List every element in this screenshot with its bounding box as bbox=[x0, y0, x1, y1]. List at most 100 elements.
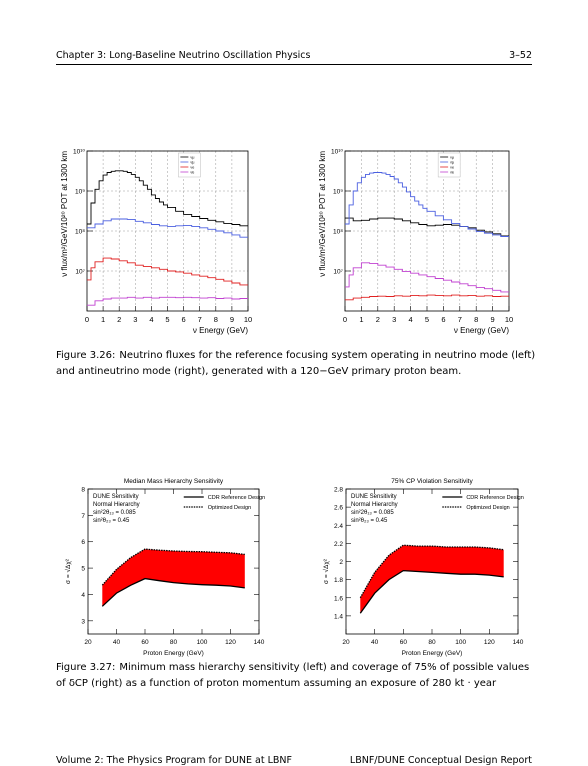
x-tick-label: 4 bbox=[409, 315, 413, 324]
y-tick-label: 10⁸ bbox=[75, 229, 85, 236]
annotation-line: Normal Hierarchy bbox=[93, 502, 140, 508]
x-tick-label: 140 bbox=[513, 639, 524, 646]
x-tick-label: 0 bbox=[343, 315, 347, 324]
x-tick-label: 9 bbox=[491, 315, 495, 324]
x-tick-label: 10 bbox=[244, 315, 252, 324]
caption-text: Neutrino fluxes for the reference focusi… bbox=[56, 350, 536, 377]
y-tick-label: 1.6 bbox=[334, 595, 343, 602]
x-tick-label: 140 bbox=[254, 639, 265, 646]
annotation-line: Normal Hierarchy bbox=[351, 502, 398, 508]
sensitivity-band bbox=[102, 549, 245, 607]
x-tick-label: 6 bbox=[441, 315, 445, 324]
annotation-line: sin²θ₂₃ = 0.45 bbox=[93, 518, 130, 524]
cdr-reference-line bbox=[101, 577, 245, 607]
y-tick-label: 2.6 bbox=[334, 505, 343, 512]
legend-label: νμ bbox=[450, 156, 454, 160]
running-header: Chapter 3: Long-Baseline Neutrino Oscill… bbox=[56, 50, 532, 64]
y-tick-label: 1.8 bbox=[334, 577, 343, 584]
y-tick-label: 6 bbox=[81, 539, 85, 546]
legend-label: ν̄e bbox=[190, 171, 194, 175]
x-tick-label: 3 bbox=[392, 315, 396, 324]
legend-label: ν̄e bbox=[450, 171, 454, 175]
series-line-2 bbox=[345, 294, 509, 301]
series-line-0 bbox=[87, 170, 248, 227]
annotation-line: DUNE Sensitivity bbox=[351, 494, 397, 500]
x-tick-label: 7 bbox=[458, 315, 462, 324]
x-tick-label: 4 bbox=[149, 315, 153, 324]
y-tick-label: 4 bbox=[81, 592, 85, 599]
x-tick-label: 2 bbox=[117, 315, 121, 324]
y-tick-label: 10⁷ bbox=[75, 269, 85, 276]
annotation-line: sin²2θ₁₃ = 0.085 bbox=[93, 510, 136, 516]
x-tick-label: 8 bbox=[214, 315, 218, 324]
series-line-0 bbox=[345, 217, 509, 237]
x-tick-label: 3 bbox=[133, 315, 137, 324]
annotation-line: sin²θ₂₃ = 0.45 bbox=[351, 518, 388, 524]
y-tick-label: 5 bbox=[81, 566, 85, 573]
series-line-3 bbox=[87, 296, 248, 306]
legend-label: ν̄μ bbox=[450, 161, 454, 165]
legend-label: Optimized Design bbox=[466, 505, 509, 511]
x-tick-label: 10 bbox=[505, 315, 513, 324]
y-tick-label: 2.8 bbox=[334, 487, 343, 494]
series-line-3 bbox=[345, 262, 509, 293]
optimized-design-line bbox=[101, 548, 245, 586]
cdr-reference-line bbox=[359, 569, 504, 614]
legend-label: CDR Reference Design bbox=[208, 495, 265, 501]
y-axis-label: ν flux/m²/GeV/10²⁰ POT at 1300 km bbox=[60, 151, 69, 277]
legend-label: ν̄μ bbox=[190, 161, 194, 165]
x-tick-label: 1 bbox=[101, 315, 105, 324]
x-tick-label: 5 bbox=[165, 315, 169, 324]
caption-label: Figure 3.26: bbox=[56, 350, 116, 361]
caption-label: Figure 3.27: bbox=[56, 662, 116, 673]
x-tick-label: 6 bbox=[182, 315, 186, 324]
y-tick-label: 8 bbox=[81, 487, 85, 494]
x-tick-label: 8 bbox=[474, 315, 478, 324]
chapter-title: Chapter 3: Long-Baseline Neutrino Oscill… bbox=[56, 50, 311, 61]
x-tick-label: 20 bbox=[84, 639, 92, 646]
y-tick-label: 2.2 bbox=[334, 541, 343, 548]
legend-label: CDR Reference Design bbox=[466, 495, 523, 501]
y-tick-label: 1.4 bbox=[334, 613, 343, 620]
x-axis-label: ν Energy (GeV) bbox=[454, 326, 509, 335]
series-line-2 bbox=[87, 257, 248, 286]
y-tick-label: 10⁸ bbox=[333, 229, 343, 236]
y-tick-label: 10¹⁰ bbox=[73, 149, 85, 156]
legend-label: νe bbox=[450, 166, 454, 170]
header-rule bbox=[56, 64, 532, 65]
legend-label: Optimized Design bbox=[208, 505, 251, 511]
y-axis-label: σ = √Δχ² bbox=[322, 558, 330, 584]
x-tick-label: 100 bbox=[455, 639, 466, 646]
x-tick-label: 7 bbox=[198, 315, 202, 324]
annotation-line: sin²2θ₁₃ = 0.085 bbox=[351, 510, 394, 516]
footer-right: LBNF/DUNE Conceptual Design Report bbox=[349, 755, 532, 766]
optimized-design-line bbox=[359, 544, 504, 599]
y-axis-label: ν flux/m²/GeV/10²⁰ POT at 1300 km bbox=[318, 151, 327, 277]
figure-3-26-caption: Figure 3.26: Neutrino fluxes for the refe… bbox=[56, 348, 536, 380]
chart-title: Median Mass Hierarchy Sensitivity bbox=[124, 478, 224, 485]
x-tick-label: 60 bbox=[400, 639, 408, 646]
chart-title: 75% CP Violation Sensitivity bbox=[391, 478, 473, 485]
annotation-line: DUNE Sensitivity bbox=[93, 494, 139, 500]
x-axis-label: Proton Energy (GeV) bbox=[402, 650, 463, 657]
y-tick-label: 10⁷ bbox=[333, 269, 343, 276]
y-tick-label: 3 bbox=[81, 618, 85, 625]
x-tick-label: 120 bbox=[225, 639, 236, 646]
legend-label: νe bbox=[190, 166, 194, 170]
x-tick-label: 1 bbox=[359, 315, 363, 324]
y-tick-label: 10⁹ bbox=[333, 189, 343, 196]
x-axis-label: Proton Energy (GeV) bbox=[143, 650, 204, 657]
legend-label: νμ bbox=[190, 156, 194, 160]
y-tick-label: 7 bbox=[81, 513, 85, 520]
x-tick-label: 2 bbox=[376, 315, 380, 324]
x-tick-label: 5 bbox=[425, 315, 429, 324]
y-tick-label: 2 bbox=[339, 559, 343, 566]
figure-3-27-caption: Figure 3.27: Minimum mass hierarchy sensi… bbox=[56, 660, 536, 692]
x-tick-label: 9 bbox=[230, 315, 234, 324]
x-tick-label: 40 bbox=[371, 639, 379, 646]
footer-left: Volume 2: The Physics Program for DUNE a… bbox=[56, 755, 292, 766]
